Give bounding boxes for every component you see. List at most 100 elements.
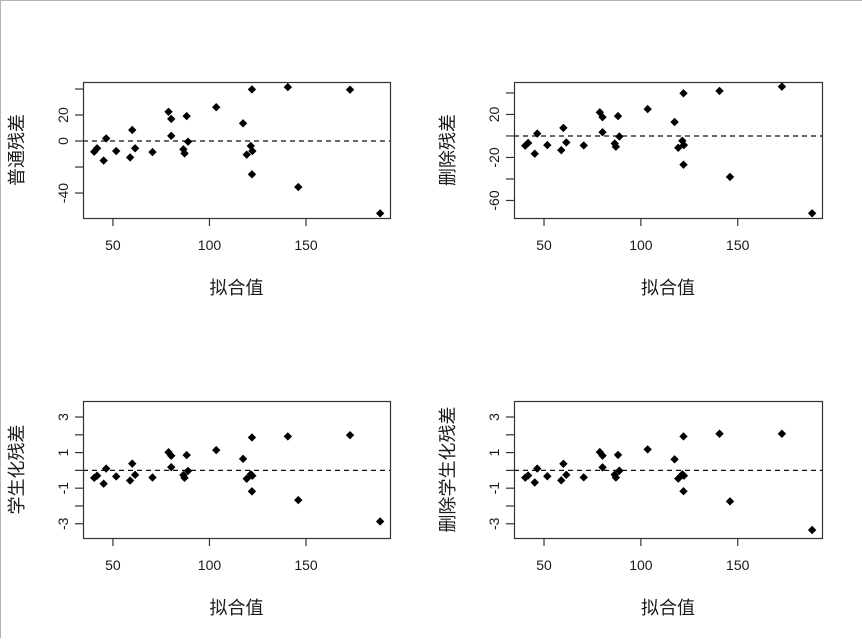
- data-point: [715, 429, 724, 438]
- data-point: [183, 137, 193, 146]
- y-axis-label: 学生化残差: [7, 425, 27, 515]
- data-point: [679, 432, 688, 441]
- x-axis-label: 拟合值: [210, 598, 264, 618]
- studentized-residuals-plot: 50 100 150 -3 -1 1 3 拟合值 学生化残差: [7, 400, 392, 618]
- data-point: [559, 123, 568, 133]
- data-point: [242, 474, 251, 483]
- x-tick-label: 100: [198, 557, 222, 573]
- data-point: [248, 471, 257, 480]
- x-axis-label: 拟合值: [641, 598, 695, 618]
- y-tick-label: -60: [486, 190, 502, 210]
- data-point: [533, 129, 542, 138]
- y-tick-label: 1: [486, 448, 502, 456]
- data-point: [148, 147, 157, 157]
- y-tick-label: 3: [486, 413, 502, 421]
- data-point: [125, 153, 135, 162]
- data-point: [375, 517, 385, 526]
- x-axis-label: 拟合值: [641, 278, 695, 298]
- data-point: [674, 143, 683, 152]
- y-axis-label: 普通残差: [7, 114, 27, 186]
- data-point: [670, 117, 679, 127]
- data-point: [679, 487, 688, 496]
- data-point: [128, 125, 137, 135]
- data-point: [247, 433, 257, 442]
- x-tick-label: 150: [294, 237, 318, 253]
- x-tick-label: 50: [105, 237, 121, 253]
- data-point: [375, 209, 385, 218]
- data-point: [533, 464, 542, 473]
- data-point: [562, 138, 571, 147]
- data-point: [643, 104, 652, 114]
- plot-frame: [513, 81, 824, 220]
- x-tick-label: 150: [726, 237, 750, 253]
- data-point: [182, 111, 191, 121]
- y-tick-label: 1: [55, 448, 71, 456]
- data-point: [679, 160, 688, 169]
- y-tick-label: -1: [55, 482, 71, 495]
- data-point: [164, 107, 173, 116]
- data-point: [613, 450, 623, 460]
- data-point: [679, 89, 688, 98]
- data-point: [345, 85, 355, 94]
- data-point: [167, 131, 176, 141]
- data-point: [679, 471, 689, 480]
- y-tick-label: -40: [55, 183, 71, 203]
- x-tick-label: 50: [536, 557, 552, 573]
- y-tick-label: 20: [55, 107, 71, 123]
- data-point: [615, 132, 624, 141]
- data-point: [615, 466, 624, 475]
- data-point: [679, 140, 689, 150]
- y-tick-label: -3: [55, 517, 71, 530]
- y-tick-label: -20: [486, 147, 502, 167]
- data-point: [598, 463, 607, 472]
- data-point: [182, 450, 191, 460]
- data-point: [180, 473, 189, 483]
- x-tick-label: 150: [294, 557, 318, 573]
- y-tick-label: 20: [486, 106, 502, 122]
- data-point: [807, 525, 817, 535]
- data-point: [130, 144, 140, 153]
- data-point: [125, 476, 135, 485]
- deleted-residuals-plot: 50 100 150 -60 -20 20 拟合值 删除残差: [438, 81, 824, 298]
- data-point: [247, 85, 257, 94]
- data-point: [101, 464, 111, 473]
- data-point: [523, 138, 533, 148]
- data-point: [248, 146, 257, 156]
- data-point: [610, 139, 619, 148]
- data-point: [670, 455, 679, 464]
- data-point: [579, 141, 588, 150]
- y-tick-label: 3: [55, 413, 71, 421]
- x-tick-label: 100: [198, 237, 222, 253]
- data-point: [613, 111, 623, 121]
- ordinary-residuals-plot: 50 100 150 -40 0 20 拟合值 普通残差: [7, 81, 392, 298]
- y-tick-label: 0: [55, 137, 71, 145]
- data-point: [598, 128, 607, 137]
- data-point: [557, 145, 566, 155]
- data-point: [294, 495, 303, 505]
- data-point: [283, 82, 293, 92]
- plot-frame: [82, 81, 392, 220]
- data-point: [725, 172, 735, 182]
- y-tick-label: -3: [486, 517, 502, 530]
- data-point: [283, 432, 293, 441]
- data-point: [99, 479, 108, 488]
- data-point: [99, 156, 108, 165]
- data-point: [543, 140, 552, 150]
- deleted-studentized-residuals-plot: 50 100 150 -3 -1 1 3 拟合值 删除学生化残差: [438, 400, 824, 618]
- data-point: [777, 429, 787, 438]
- data-point: [611, 473, 621, 482]
- x-axis-label: 拟合值: [210, 278, 264, 298]
- x-tick-label: 100: [629, 237, 653, 253]
- data-point: [212, 103, 221, 112]
- data-point: [598, 112, 607, 122]
- data-point: [557, 476, 566, 485]
- data-point: [345, 430, 355, 440]
- x-tick-label: 150: [726, 557, 750, 573]
- data-point: [715, 86, 724, 96]
- data-point: [242, 150, 251, 159]
- data-point: [643, 445, 652, 454]
- data-point: [777, 82, 787, 91]
- data-point: [674, 474, 683, 483]
